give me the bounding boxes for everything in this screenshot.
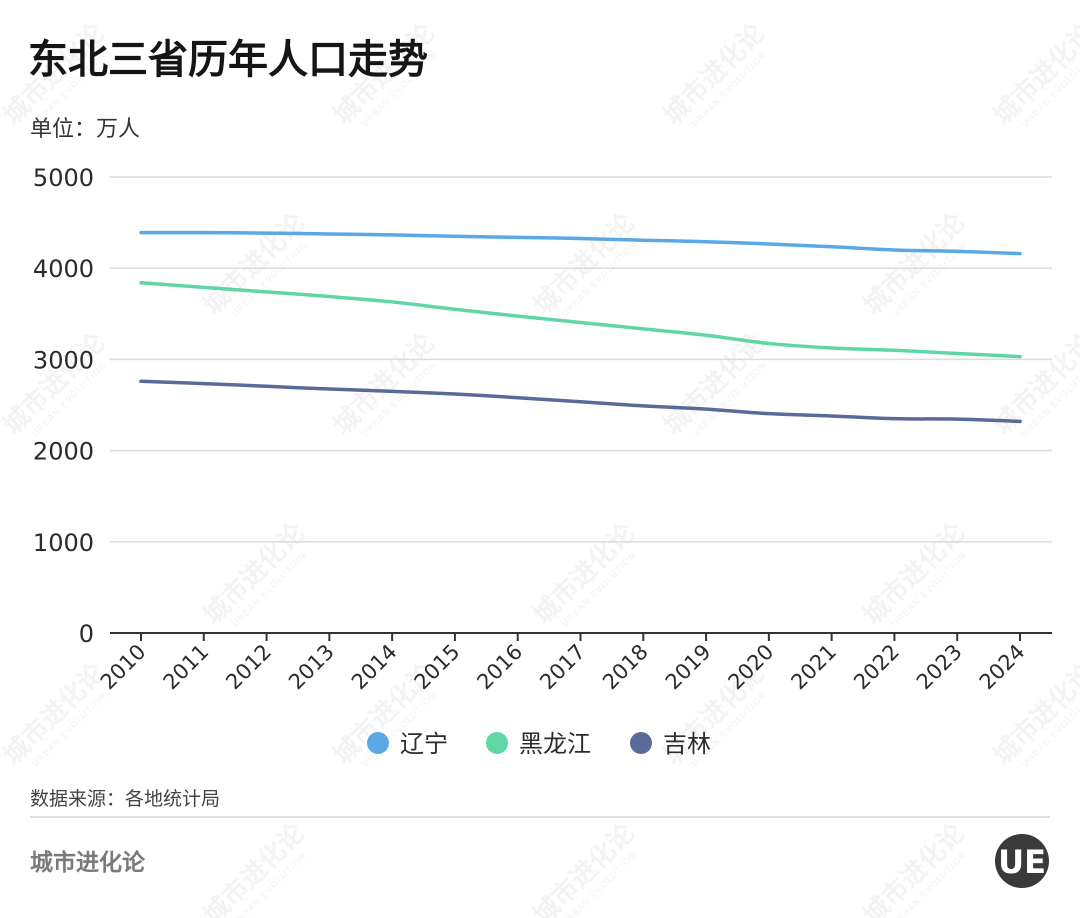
watermark-text: 城市进化论 [197, 516, 312, 631]
watermark: 城市进化论URBAN EVOLUTION [857, 516, 972, 631]
series-lines [139, 230, 1022, 424]
unit-label: 单位：万人 [30, 117, 140, 142]
watermark-layer: 城市进化论URBAN EVOLUTION城市进化论URBAN EVOLUTION… [0, 16, 1080, 918]
watermark-text: 城市进化论 [857, 206, 972, 321]
x-tick-label: 2013 [284, 640, 339, 695]
watermark: 城市进化论URBAN EVOLUTION [0, 326, 112, 441]
x-tick-label: 2011 [159, 640, 214, 695]
brand-logo: UE [995, 834, 1049, 888]
source-note: 数据来源：各地统计局 [30, 788, 220, 810]
watermark-text: 城市进化论 [0, 656, 112, 771]
y-tick-label: 0 [79, 620, 94, 648]
logo-text: UE [998, 843, 1046, 881]
chart-title: 东北三省历年人口走势 [28, 37, 428, 83]
x-tick-label: 2016 [472, 640, 527, 695]
watermark-text: 城市进化论 [857, 516, 972, 631]
grid [110, 176, 1052, 543]
legend-marker [630, 732, 652, 754]
y-tick-label: 5000 [33, 164, 94, 192]
brand-name: 城市进化论 [30, 849, 146, 876]
series-line-1 [139, 230, 1022, 256]
watermark-text: 城市进化论 [657, 16, 772, 131]
legend-label: 辽宁 [400, 730, 448, 758]
watermark: 城市进化论URBAN EVOLUTION [987, 326, 1080, 441]
x-tick-label: 2021 [786, 640, 841, 695]
legend-label: 吉林 [663, 730, 711, 758]
x-tick-label: 2012 [221, 640, 276, 695]
legend-label: 黑龙江 [519, 730, 591, 758]
x-tick-label: 2019 [661, 640, 716, 695]
watermark-text: 城市进化论 [327, 326, 442, 441]
watermark: 城市进化论URBAN EVOLUTION [857, 816, 972, 918]
watermark: 城市进化论URBAN EVOLUTION [657, 16, 772, 131]
logo-circle [995, 834, 1049, 888]
y-axis: 0 1000 2000 3000 4000 5000 [33, 164, 94, 648]
watermark: 城市进化论URBAN EVOLUTION [197, 816, 312, 918]
x-tick-label: 2022 [849, 640, 904, 695]
y-tick-label: 1000 [33, 529, 94, 557]
watermark: 城市进化论URBAN EVOLUTION [527, 816, 642, 918]
watermark-text: 城市进化论 [197, 206, 312, 321]
watermark: 城市进化论URBAN EVOLUTION [527, 516, 642, 631]
legend-marker [367, 732, 389, 754]
watermark-text: 城市进化论 [527, 206, 642, 321]
x-tick-label: 2018 [598, 640, 653, 695]
x-axis: 2010 2011 2012 2013 2014 2015 2016 2017 2018 2019… [96, 632, 1052, 695]
watermark-text: 城市进化论 [0, 326, 112, 441]
y-tick-label: 3000 [33, 346, 94, 374]
x-tick-label: 2010 [96, 640, 151, 695]
watermark-text: 城市进化论 [657, 326, 772, 441]
legend-marker [486, 732, 508, 754]
y-tick-label: 4000 [33, 255, 94, 283]
watermark: 城市进化论URBAN EVOLUTION [657, 326, 772, 441]
x-tick-label: 2017 [535, 640, 590, 695]
x-tick-label: 2024 [975, 640, 1030, 695]
watermark-text: 城市进化论 [527, 516, 642, 631]
y-tick-label: 2000 [33, 438, 94, 466]
legend: 辽宁 黑龙江 吉林 [367, 730, 711, 758]
series-line-3 [139, 379, 1022, 424]
x-tick-label: 2023 [912, 640, 967, 695]
watermark: 城市进化论URBAN EVOLUTION [197, 516, 312, 631]
series-line-2 [139, 281, 1022, 359]
watermark: 城市进化论URBAN EVOLUTION [987, 16, 1080, 131]
